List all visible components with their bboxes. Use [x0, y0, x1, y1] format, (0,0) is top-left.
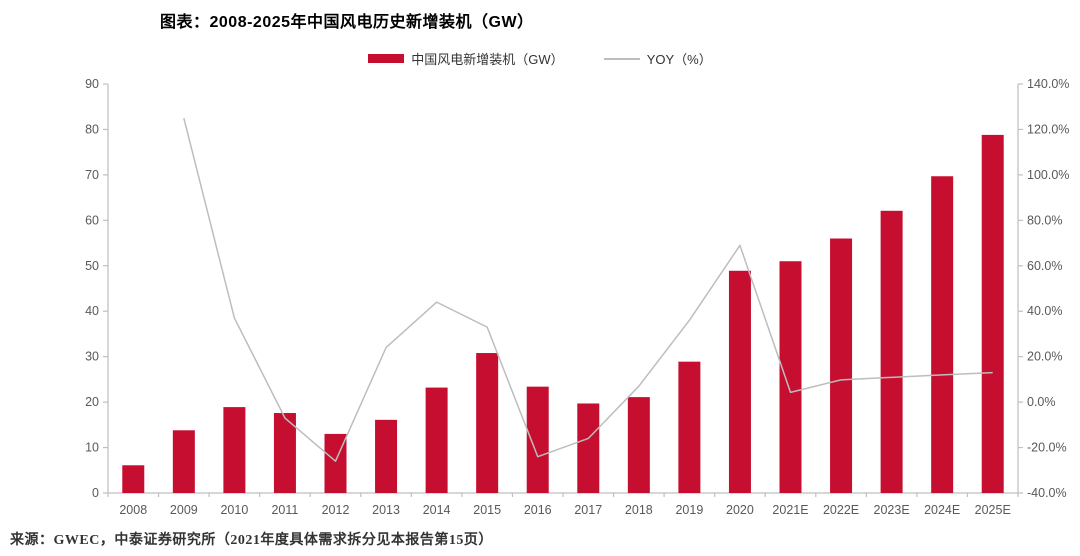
x-axis-label: 2014 — [423, 503, 451, 517]
x-axis-label: 2012 — [322, 503, 350, 517]
bar-2023E — [880, 210, 903, 494]
y-axis-left-tick-label: 50 — [85, 259, 99, 273]
yoy-line — [183, 117, 993, 462]
y-axis-right-tick-label: 60.0% — [1027, 259, 1062, 273]
legend-item-yoy: YOY（%） — [603, 49, 712, 68]
x-axis-label: 2023E — [874, 503, 910, 517]
legend-item-installs: 中国风电新增装机（GW） — [368, 49, 564, 68]
bar-2021E — [779, 261, 802, 493]
legend-label-yoy: YOY（%） — [646, 52, 712, 67]
y-axis-left-tick-label: 10 — [85, 441, 99, 455]
x-axis-label: 2016 — [524, 503, 552, 517]
bar-2019 — [678, 361, 701, 493]
line-swatch-icon — [603, 57, 640, 60]
y-axis-right-tick-label: 120.0% — [1027, 122, 1069, 136]
bar-2024E — [931, 176, 954, 493]
y-axis-right-tick-label: -40.0% — [1027, 486, 1067, 500]
y-axis-left-tick-label: 70 — [85, 168, 99, 182]
y-axis-left-tick-label: 0 — [92, 486, 99, 500]
bar-2017 — [577, 403, 600, 493]
chart-title: 图表：2008-2025年中国风电历史新增装机（GW） — [160, 14, 534, 31]
bar-2025E — [981, 134, 1004, 494]
x-axis-label: 2025E — [975, 503, 1011, 517]
x-axis-label: 2017 — [574, 503, 602, 517]
bar-2010 — [223, 407, 246, 493]
y-axis-left-tick-label: 30 — [85, 350, 99, 364]
x-axis-label: 2010 — [220, 503, 248, 517]
x-axis-label: 2022E — [823, 503, 859, 517]
source-note: 来源：GWEC，中泰证券研究所（2021年度具体需求拆分见本报告第15页） — [10, 533, 493, 548]
bar-2022E — [830, 238, 853, 493]
bar-2015 — [476, 353, 499, 493]
bar-swatch-icon — [368, 54, 405, 63]
y-axis-right-tick-label: 40.0% — [1027, 304, 1062, 318]
x-axis-label: 2018 — [625, 503, 653, 517]
bar-2014 — [425, 387, 448, 493]
y-axis-right-tick-label: 20.0% — [1027, 350, 1062, 364]
y-axis-right-tick-label: 140.0% — [1027, 77, 1069, 91]
x-axis-label: 2021E — [772, 503, 808, 517]
x-axis-label: 2009 — [170, 503, 198, 517]
y-axis-left-tick-label: 90 — [85, 77, 99, 91]
chart-legend: 中国风电新增装机（GW） YOY（%） — [0, 49, 1080, 68]
y-axis-right-tick-label: 100.0% — [1027, 168, 1069, 182]
bar-2020 — [728, 270, 751, 493]
bar-2009 — [172, 430, 195, 493]
x-axis-label: 2020 — [726, 503, 754, 517]
x-axis-label: 2024E — [924, 503, 960, 517]
x-axis-label: 2015 — [473, 503, 501, 517]
y-axis-left-tick-label: 20 — [85, 395, 99, 409]
legend-label-installs: 中国风电新增装机（GW） — [411, 52, 564, 67]
x-axis-label: 2008 — [119, 503, 147, 517]
bar-2013 — [375, 419, 398, 493]
y-axis-left-tick-label: 80 — [85, 122, 99, 136]
y-axis-right-tick-label: -20.0% — [1027, 441, 1067, 455]
x-axis-label: 2013 — [372, 503, 400, 517]
y-axis-left-tick-label: 40 — [85, 304, 99, 318]
bar-2008 — [122, 465, 145, 493]
bar-2011 — [273, 413, 296, 493]
y-axis-left-tick-label: 60 — [85, 213, 99, 227]
bar-2016 — [526, 386, 549, 493]
bar-2018 — [627, 397, 650, 493]
x-axis-label: 2019 — [675, 503, 703, 517]
y-axis-right-tick-label: 0.0% — [1027, 395, 1056, 409]
x-axis-label: 2011 — [271, 503, 298, 517]
y-axis-right-tick-label: 80.0% — [1027, 213, 1062, 227]
